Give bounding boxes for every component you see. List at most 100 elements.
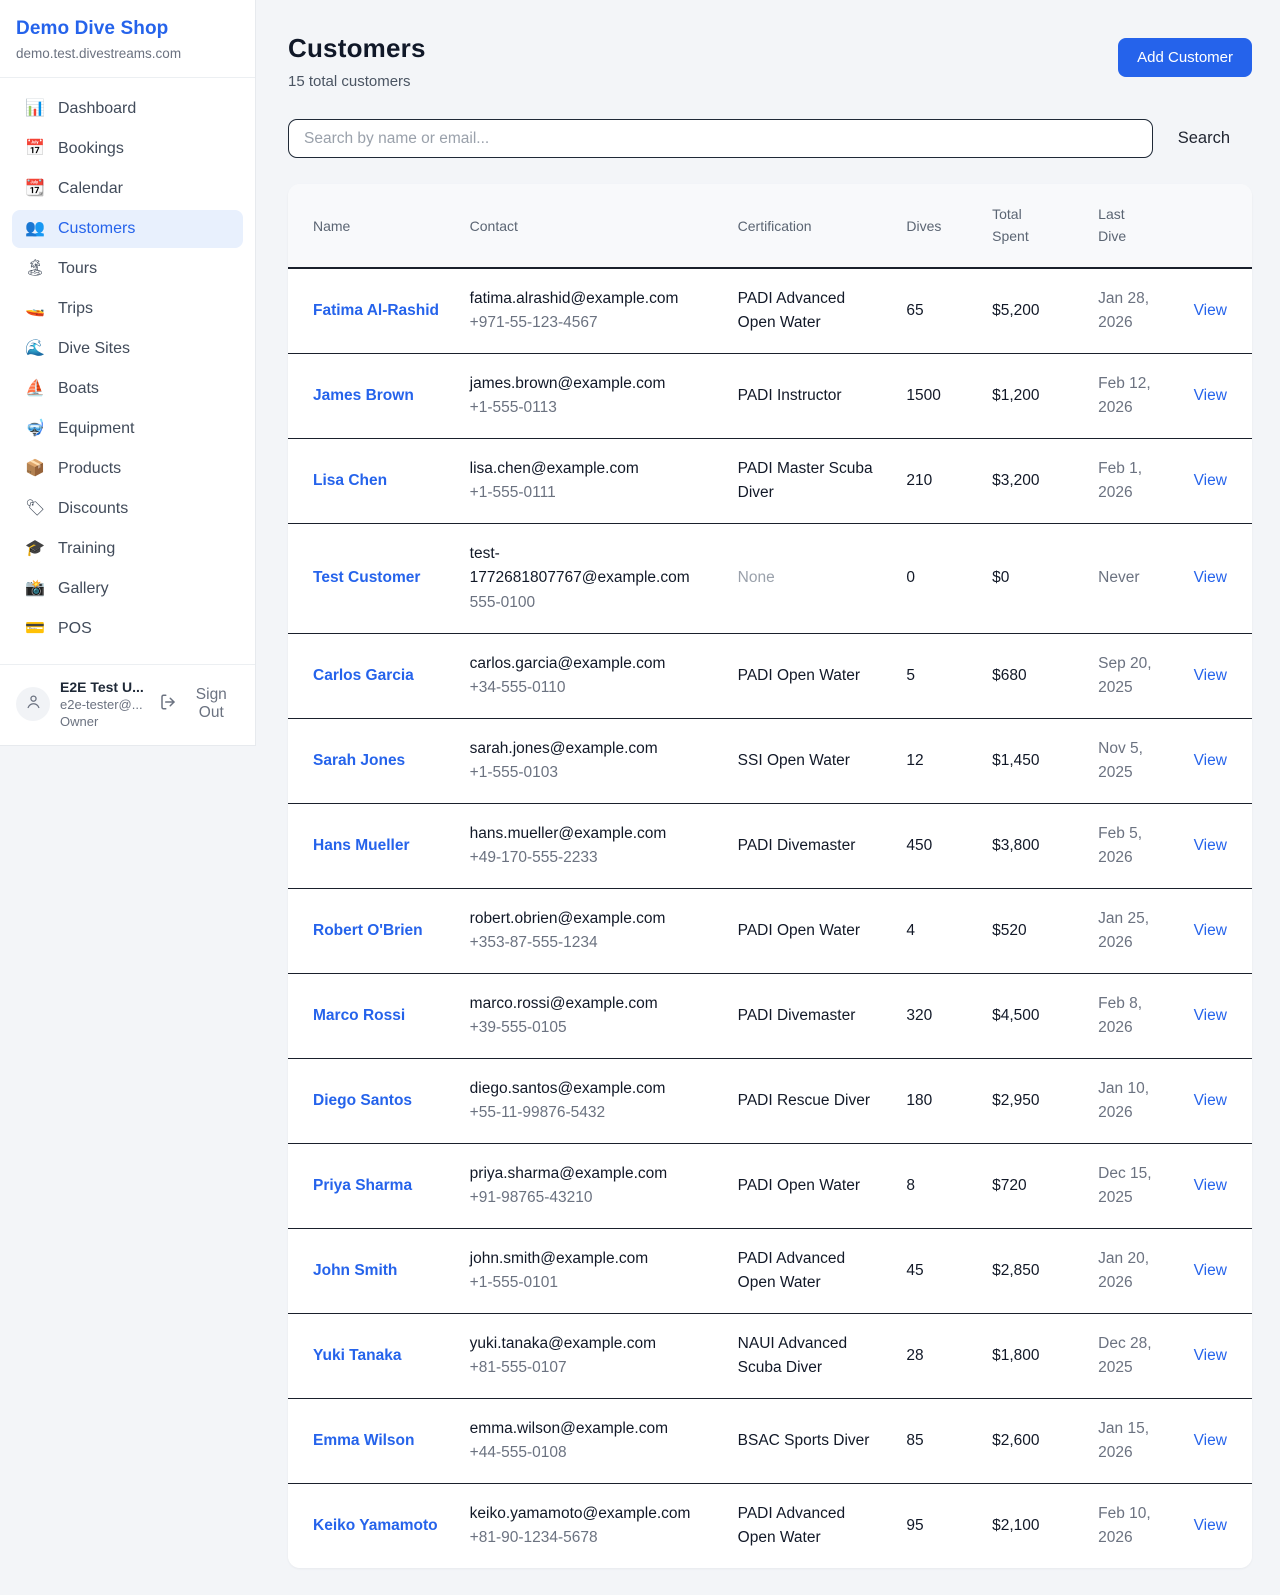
view-link[interactable]: View <box>1193 1261 1227 1279</box>
view-link[interactable]: View <box>1193 836 1227 854</box>
customer-name-link[interactable]: Marco Rossi <box>313 1006 406 1024</box>
sidebar-item-trips[interactable]: 🚤 Trips <box>12 290 243 328</box>
column-header-name: Name <box>288 184 458 270</box>
table-header-row: Name Contact Certification Dives Total S… <box>288 184 1252 270</box>
sidebar: Demo Dive Shop demo.test.divestreams.com… <box>0 0 256 746</box>
view-link[interactable]: View <box>1193 1346 1227 1364</box>
customer-name-link[interactable]: Emma Wilson <box>313 1431 415 1449</box>
view-link[interactable]: View <box>1193 302 1227 320</box>
view-link[interactable]: View <box>1193 569 1227 587</box>
customer-dives: 450 <box>894 803 981 889</box>
user-info: E2E Test U... e2e-tester@... Owner <box>60 679 149 729</box>
sidebar-item-label: Calendar <box>58 180 123 197</box>
customer-name-link[interactable]: Yuki Tanaka <box>313 1346 402 1364</box>
view-link[interactable]: View <box>1193 751 1227 769</box>
view-link[interactable]: View <box>1193 666 1227 684</box>
sidebar-item-gallery[interactable]: 📸 Gallery <box>12 570 243 608</box>
tag-icon: 🏷 <box>25 500 46 517</box>
package-icon: 📦 <box>25 460 45 477</box>
user-name: E2E Test U... <box>60 679 144 695</box>
credit-card-icon: 💳 <box>25 620 45 637</box>
search-input[interactable] <box>288 119 1153 158</box>
add-customer-button[interactable]: Add Customer <box>1118 38 1252 77</box>
sign-out-button[interactable]: Sign Out <box>159 686 239 722</box>
customer-last-dive: Jan 15, 2026 <box>1086 1398 1182 1484</box>
table-row: Robert O'Brien robert.obrien@example.com… <box>288 888 1252 974</box>
customer-dives: 8 <box>894 1143 981 1229</box>
customer-name-link[interactable]: Carlos Garcia <box>313 666 414 684</box>
customer-dives: 210 <box>894 438 981 524</box>
sidebar-item-pos[interactable]: 💳 POS <box>12 610 243 648</box>
customer-dives: 95 <box>894 1483 981 1568</box>
sidebar-item-bookings[interactable]: 📅 Bookings <box>12 130 243 168</box>
table-row: Diego Santos diego.santos@example.com +5… <box>288 1058 1252 1144</box>
customer-name-link[interactable]: Robert O'Brien <box>313 921 423 939</box>
customer-name-link[interactable]: Fatima Al-Rashid <box>313 302 440 320</box>
sidebar-item-discounts[interactable]: 🏷 Discounts <box>12 490 243 528</box>
customer-name-link[interactable]: Sarah Jones <box>313 751 406 769</box>
customer-dives: 180 <box>894 1058 981 1144</box>
sidebar-item-equipment[interactable]: 🤿 Equipment <box>12 410 243 448</box>
sidebar-item-calendar[interactable]: 📆 Calendar <box>12 170 243 208</box>
sidebar-item-training[interactable]: 🎓 Training <box>12 530 243 568</box>
customer-phone: 555-0100 <box>469 593 536 611</box>
customer-name-link[interactable]: Diego Santos <box>313 1091 413 1109</box>
customer-total-spent: $2,600 <box>980 1398 1087 1484</box>
view-link[interactable]: View <box>1193 921 1227 939</box>
customers-table: Name Contact Certification Dives Total S… <box>288 184 1252 1568</box>
table-row: Priya Sharma priya.sharma@example.com +9… <box>288 1143 1252 1229</box>
customer-last-dive: Dec 28, 2025 <box>1086 1313 1182 1399</box>
customer-phone: +49-170-555-2233 <box>469 848 598 866</box>
view-link[interactable]: View <box>1193 1006 1227 1024</box>
view-link[interactable]: View <box>1193 1431 1227 1449</box>
table-row: Emma Wilson emma.wilson@example.com +44-… <box>288 1398 1252 1484</box>
customer-email: priya.sharma@example.com <box>469 1164 668 1182</box>
logout-icon <box>159 693 177 716</box>
view-link[interactable]: View <box>1193 1516 1227 1534</box>
camera-flash-icon: 📸 <box>25 580 45 597</box>
user-email: e2e-tester@... <box>60 697 143 712</box>
calendar-date-icon: 📅 <box>25 140 45 157</box>
view-link[interactable]: View <box>1193 1176 1227 1194</box>
sidebar-item-dive-sites[interactable]: 🌊 Dive Sites <box>12 330 243 368</box>
search-bar: Search <box>288 119 1252 158</box>
column-header-total-spent: Total Spent <box>980 184 1087 270</box>
customer-name-link[interactable]: John Smith <box>313 1261 398 1279</box>
customer-name-link[interactable]: Priya Sharma <box>313 1176 413 1194</box>
customer-last-dive: Sep 20, 2025 <box>1086 633 1182 719</box>
sidebar-item-products[interactable]: 📦 Products <box>12 450 243 488</box>
search-button[interactable]: Search <box>1177 129 1230 147</box>
customer-last-dive: Feb 8, 2026 <box>1086 973 1182 1059</box>
customer-certification: PADI Instructor <box>725 353 895 439</box>
customer-dives: 320 <box>894 973 981 1059</box>
customer-dives: 0 <box>894 523 981 634</box>
customer-name-link[interactable]: James Brown <box>313 387 414 405</box>
customer-email: marco.rossi@example.com <box>469 994 658 1012</box>
customer-email: yuki.tanaka@example.com <box>469 1334 656 1352</box>
user-section: E2E Test U... e2e-tester@... Owner Sign … <box>0 664 255 743</box>
customer-name-link[interactable]: Hans Mueller <box>313 836 410 854</box>
view-link[interactable]: View <box>1193 387 1227 405</box>
avatar <box>16 687 50 721</box>
customer-name-link[interactable]: Test Customer <box>313 569 421 587</box>
customer-email: hans.mueller@example.com <box>469 824 667 842</box>
customer-total-spent: $1,800 <box>980 1313 1087 1399</box>
customer-certification: PADI Advanced Open Water <box>725 1483 895 1568</box>
sidebar-item-tours[interactable]: 🏝 Tours <box>12 250 243 288</box>
customer-name-link[interactable]: Keiko Yamamoto <box>313 1516 438 1534</box>
customer-phone: +81-90-1234-5678 <box>469 1528 598 1546</box>
graduation-cap-icon: 🎓 <box>25 540 45 557</box>
customer-count: 15 total customers <box>288 73 411 90</box>
view-link[interactable]: View <box>1193 472 1227 490</box>
sidebar-item-label: Dashboard <box>58 100 137 117</box>
sidebar-item-boats[interactable]: ⛵ Boats <box>12 370 243 408</box>
island-icon: 🏝 <box>25 260 46 277</box>
customer-name-link[interactable]: Lisa Chen <box>313 472 388 490</box>
customer-dives: 85 <box>894 1398 981 1484</box>
column-header-dives: Dives <box>894 184 981 270</box>
customer-certification: PADI Divemaster <box>725 803 895 889</box>
sidebar-item-customers[interactable]: 👥 Customers <box>12 210 243 248</box>
customer-phone: +44-555-0108 <box>469 1443 567 1461</box>
view-link[interactable]: View <box>1193 1091 1227 1109</box>
sidebar-item-dashboard[interactable]: 📊 Dashboard <box>12 90 243 128</box>
